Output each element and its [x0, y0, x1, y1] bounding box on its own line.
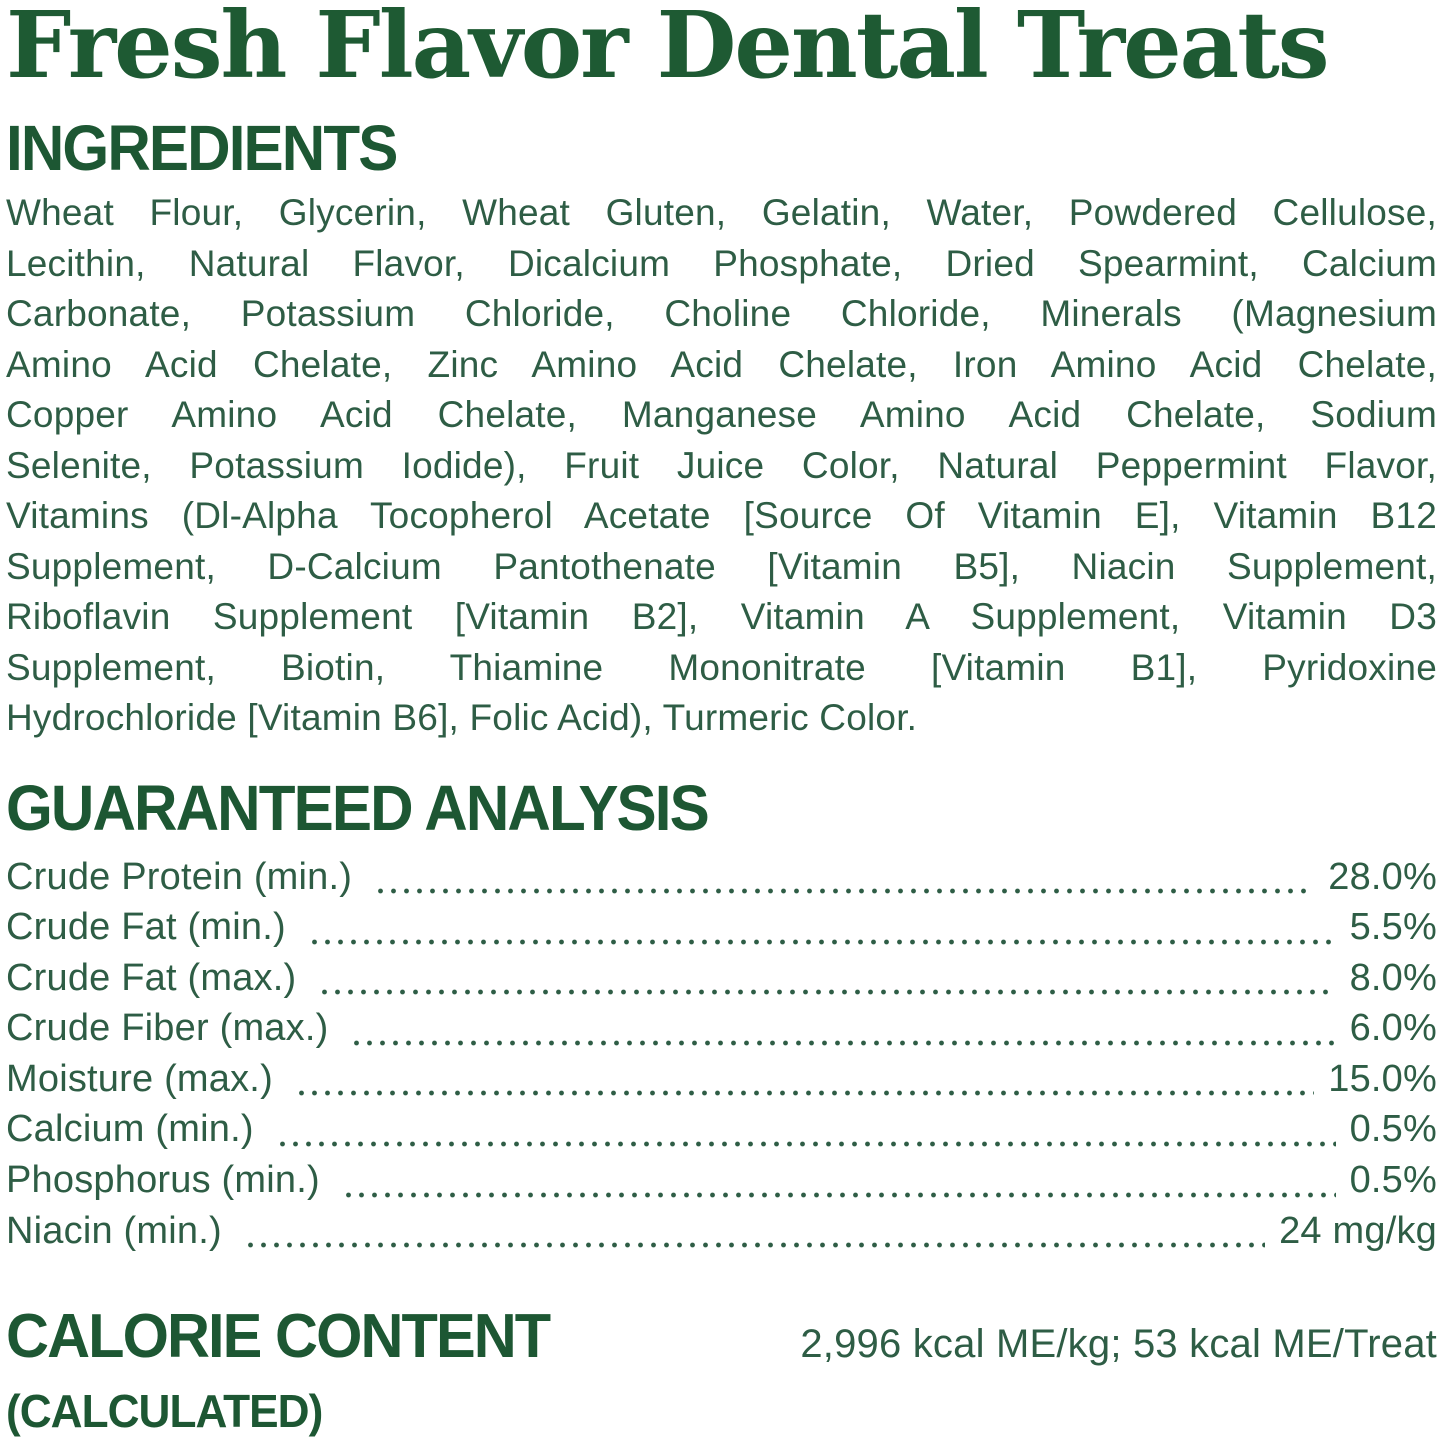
ingredient-line: Supplement, Biotin, Thiamine Mononitrate…	[6, 646, 1437, 688]
analysis-value: 28.0%	[1328, 855, 1437, 898]
ingredient-line: Wheat Flour, Glycerin, Wheat Gluten, Gel…	[6, 192, 1437, 233]
analysis-value: 5.5%	[1349, 906, 1437, 949]
ingredient-line: Lecithin, Natural Flavor, Dicalcium Phos…	[6, 242, 1437, 284]
dotted-leader	[374, 885, 1315, 898]
ingredients-heading: INGREDIENTS	[6, 112, 398, 184]
analysis-label: Crude Fiber (max.)	[6, 1007, 329, 1050]
analysis-row: Crude Fat (min.) 5.5%	[6, 906, 1437, 957]
ingredient-line: Copper Amino Acid Chelate, Manganese Ami…	[6, 394, 1437, 435]
dotted-leader	[275, 1138, 1336, 1151]
analysis-label: Phosphorus (min.)	[6, 1159, 320, 1202]
analysis-value: 24 mg/kg	[1279, 1209, 1437, 1252]
page-title: Fresh Flavor Dental Treats	[6, 0, 1330, 99]
dotted-leader	[294, 1087, 1315, 1100]
ingredient-line: Selenite, Potassium Iodide), Fruit Juice…	[6, 444, 1437, 486]
guaranteed-analysis-heading: GUARANTEED ANALYSIS	[6, 771, 710, 844]
guaranteed-analysis-table: Crude Protein (min.) 28.0% Crude Fat (mi…	[6, 856, 1437, 1261]
dotted-leader	[341, 1188, 1336, 1201]
analysis-row: Niacin (min.) 24 mg/kg	[6, 1210, 1437, 1261]
analysis-label: Crude Fat (min.)	[6, 906, 286, 949]
dotted-leader	[350, 1036, 1336, 1049]
analysis-row: Moisture (max.) 15.0%	[6, 1058, 1437, 1109]
calorie-content-heading-block: CALORIE CONTENT (CALCULATED)	[6, 1302, 572, 1437]
ingredient-line: Carbonate, Potassium Chloride, Choline C…	[6, 293, 1437, 334]
analysis-row: Crude Protein (min.) 28.0%	[6, 856, 1437, 907]
analysis-value: 15.0%	[1328, 1057, 1437, 1100]
analysis-label: Moisture (max.)	[6, 1057, 273, 1100]
ingredient-line: Amino Acid Chelate, Zinc Amino Acid Chel…	[6, 343, 1437, 385]
analysis-value: 0.5%	[1349, 1159, 1437, 1202]
ingredient-line: Hydrochloride [Vitamin B6], Folic Acid),…	[6, 697, 918, 738]
analysis-row: Crude Fiber (max.) 6.0%	[6, 1007, 1437, 1058]
analysis-label: Crude Protein (min.)	[6, 855, 353, 898]
analysis-row: Calcium (min.) 0.5%	[6, 1108, 1437, 1159]
calorie-content-section: CALORIE CONTENT (CALCULATED) 2,996 kcal …	[6, 1302, 1437, 1437]
analysis-value: 8.0%	[1349, 956, 1437, 999]
calorie-content-value: 2,996 kcal ME/kg; 53 kcal ME/Treat	[800, 1322, 1437, 1367]
ingredient-line: Vitamins (Dl-Alpha Tocopherol Acetate [S…	[6, 495, 1437, 536]
analysis-label: Niacin (min.)	[6, 1209, 222, 1252]
analysis-row: Crude Fat (max.) 8.0%	[6, 957, 1437, 1008]
ingredient-line: Riboflavin Supplement [Vitamin B2], Vita…	[6, 596, 1437, 637]
calorie-content-subheading: (CALCULATED)	[6, 1385, 323, 1437]
ingredients-paragraph: Wheat Flour, Glycerin, Wheat Gluten, Gel…	[6, 188, 1437, 744]
analysis-value: 0.5%	[1349, 1108, 1437, 1151]
calorie-content-heading: CALORIE CONTENT	[6, 1302, 551, 1372]
analysis-value: 6.0%	[1349, 1007, 1437, 1050]
dotted-leader	[318, 986, 1336, 999]
dotted-leader	[307, 935, 1336, 948]
dotted-leader	[243, 1239, 1266, 1252]
analysis-label: Calcium (min.)	[6, 1108, 254, 1151]
analysis-row: Phosphorus (min.) 0.5%	[6, 1159, 1437, 1210]
analysis-label: Crude Fat (max.)	[6, 956, 297, 999]
ingredient-line: Supplement, D-Calcium Pantothenate [Vita…	[6, 545, 1437, 587]
